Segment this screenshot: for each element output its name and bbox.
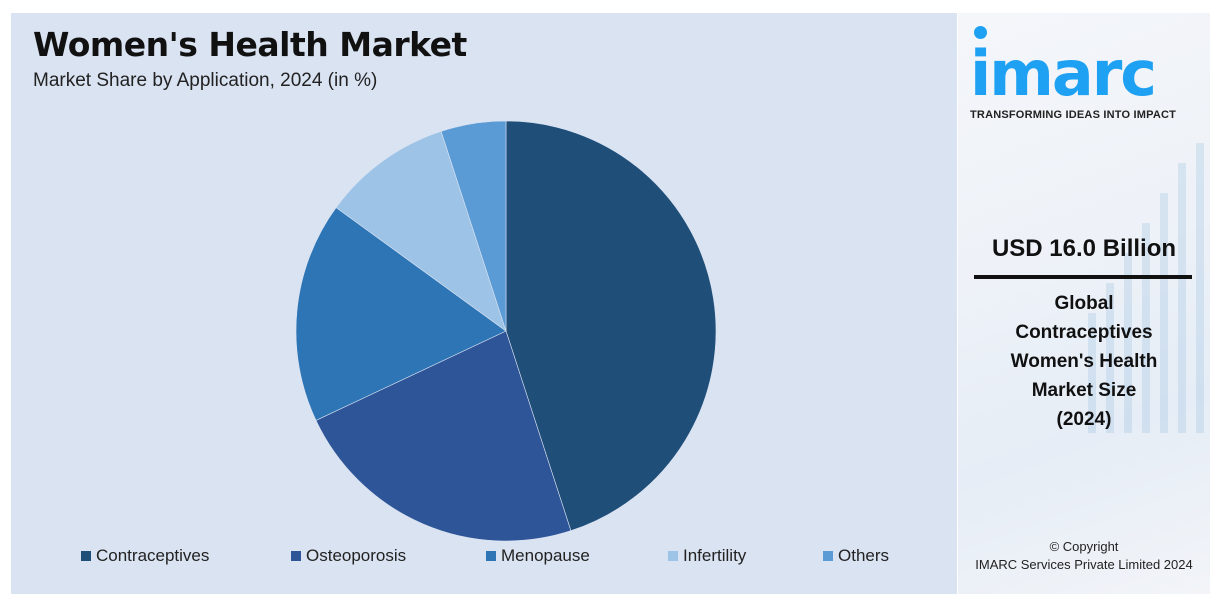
pie-slice-infertility	[335, 130, 507, 332]
legend-swatch	[291, 551, 301, 561]
pie-slice-osteoporosis	[315, 330, 572, 542]
legend-label: Menopause	[501, 546, 590, 565]
desc-line: (2024)	[1056, 409, 1112, 430]
chart-subtitle: Market Share by Application, 2024 (in %)	[33, 70, 378, 91]
copyright-line: © Copyright	[1049, 539, 1119, 554]
market-description: Global Contraceptives Women's Health Mar…	[958, 289, 1210, 434]
chart-panel: Women's Health Market Market Share by Ap…	[11, 13, 957, 594]
pie-slice-contraceptives	[505, 120, 717, 532]
desc-line: Contraceptives	[1015, 322, 1153, 343]
desc-line: Women's Health	[1010, 351, 1158, 372]
chart-title: Women's Health Market	[33, 25, 467, 64]
logo-dot	[974, 26, 987, 39]
imarc-logo: imarc	[970, 37, 1157, 110]
copyright: © Copyright IMARC Services Private Limit…	[958, 538, 1210, 574]
legend-swatch	[81, 551, 91, 561]
market-value: USD 16.0 Billion	[991, 235, 1177, 262]
pie-chart	[295, 120, 717, 542]
pie-slice-others	[440, 120, 507, 332]
legend-label: Contraceptives	[96, 546, 210, 565]
legend-item-osteoporosis: Osteoporosis	[291, 546, 406, 566]
pie-slice-menopause	[295, 207, 507, 421]
legend-item-others: Others	[823, 546, 889, 566]
legend-item-infertility: Infertility	[668, 546, 746, 566]
desc-line: Global	[1054, 293, 1114, 314]
divider	[974, 275, 1192, 279]
legend-swatch	[668, 551, 678, 561]
legend-label: Osteoporosis	[306, 546, 407, 565]
logo-tagline: TRANSFORMING IDEAS INTO IMPACT	[970, 109, 1177, 121]
desc-line: Market Size	[1031, 380, 1137, 401]
legend-label: Infertility	[683, 546, 747, 565]
legend-item-contraceptives: Contraceptives	[81, 546, 209, 566]
legend-swatch	[486, 551, 496, 561]
legend-label: Others	[838, 546, 890, 565]
copyright-line: IMARC Services Private Limited 2024	[975, 557, 1193, 572]
info-sidebar: imarc TRANSFORMING IDEAS INTO IMPACT USD…	[958, 13, 1210, 594]
legend-item-menopause: Menopause	[486, 546, 590, 566]
background-bar-graphic	[1088, 143, 1204, 433]
legend-swatch	[823, 551, 833, 561]
